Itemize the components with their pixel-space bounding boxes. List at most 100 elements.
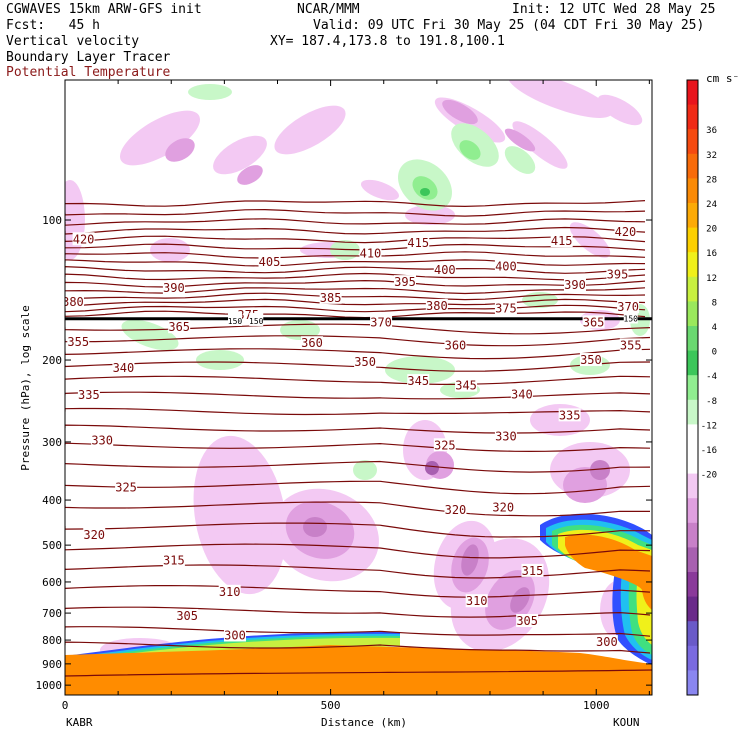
colorbar-swatch xyxy=(687,326,698,352)
theta-label: 305 xyxy=(176,609,198,623)
model-title: CGWAVES 15km ARW-GFS init xyxy=(6,2,202,17)
theta-contour xyxy=(65,259,646,267)
colorbar-label: 16 xyxy=(706,249,717,259)
colorbar-swatch xyxy=(687,596,698,622)
w-contour-area xyxy=(213,135,267,175)
colorbar-label: 28 xyxy=(706,175,717,185)
w-contour-area xyxy=(193,435,287,595)
forecast-hour: Fcst: 45 h xyxy=(6,18,100,33)
colorbar-label: 20 xyxy=(706,225,717,235)
theta-contour xyxy=(65,279,646,288)
colorbar-label: 12 xyxy=(706,274,717,284)
w-contour-area xyxy=(150,238,190,262)
w-contour-area xyxy=(504,146,536,174)
theta-label: 400 xyxy=(434,263,456,277)
theta-label: 405 xyxy=(259,255,281,269)
theta-contour xyxy=(65,298,646,307)
colorbar-swatch xyxy=(687,449,698,475)
theta-label: 345 xyxy=(407,374,429,388)
theta-label: 365 xyxy=(583,315,605,329)
theta-contour xyxy=(65,218,646,226)
y-tick-label: 200 xyxy=(42,354,62,367)
colorbar-swatch xyxy=(687,375,698,401)
theta-label: 420 xyxy=(73,232,95,246)
colorbar-label: 32 xyxy=(706,151,717,161)
w-contour-area xyxy=(165,138,195,162)
theta-contour xyxy=(65,375,651,385)
theta-contour xyxy=(65,391,651,400)
theta-label: 360 xyxy=(301,336,323,350)
theta-contour xyxy=(65,335,651,347)
w-contour-area xyxy=(461,544,479,576)
y-tick-label: 1000 xyxy=(36,679,63,692)
field-boundary-layer-tracer: Boundary Layer Tracer xyxy=(6,50,171,65)
colorbar-label: -20 xyxy=(701,471,717,481)
theta-label: 330 xyxy=(495,429,517,443)
theta-contour xyxy=(65,348,651,360)
theta-contour xyxy=(65,272,646,281)
w-contour-area xyxy=(196,350,244,370)
y-tick-label: 400 xyxy=(42,494,62,507)
colorbar-label: 0 xyxy=(712,348,717,358)
theta-contour xyxy=(65,407,651,416)
y-tick-label: 800 xyxy=(42,634,62,647)
w-contour-area xyxy=(121,319,179,351)
w-contour-area xyxy=(420,188,430,196)
theta-contour xyxy=(65,304,646,313)
colorbar-label: -12 xyxy=(701,421,717,431)
theta-contour xyxy=(65,323,651,335)
w-contour-area xyxy=(508,80,612,118)
colorbar-swatch xyxy=(687,350,698,376)
tracer-layer xyxy=(65,645,652,695)
theta-label: 315 xyxy=(522,564,544,578)
w-contour-area xyxy=(459,140,481,160)
theta-contour xyxy=(65,669,652,677)
y-tick-label: 700 xyxy=(42,607,62,620)
theta-label: 395 xyxy=(394,275,416,289)
colorbar-swatch xyxy=(687,621,698,647)
theta-contour xyxy=(65,460,651,473)
theta-contour xyxy=(65,287,646,295)
theta-contour xyxy=(65,442,651,453)
theta-label: 305 xyxy=(516,614,538,628)
theta-label: 410 xyxy=(360,246,382,260)
theta-label: 300 xyxy=(596,635,618,649)
theta-label: 325 xyxy=(115,481,137,495)
theta-contour xyxy=(65,585,651,598)
colorbar-swatch xyxy=(687,301,698,327)
colorbar-label: 36 xyxy=(706,126,717,136)
theta-label: 340 xyxy=(113,361,135,375)
colorbar-swatch xyxy=(687,670,698,696)
w-contour-area xyxy=(569,222,611,258)
w-contour-area xyxy=(303,517,327,537)
org-label: NCAR/MMM xyxy=(297,2,360,17)
cross-section-endpoints: XY= 187.4,173.8 to 191.8,100.1 xyxy=(270,34,505,49)
colorbar-swatch xyxy=(687,522,698,548)
w-contour-area xyxy=(590,460,610,480)
theta-label: 350 xyxy=(580,353,602,367)
theta-contour xyxy=(65,626,651,637)
theta-label: 360 xyxy=(445,338,467,352)
theta-label: 370 xyxy=(370,315,392,329)
colorbar-swatch xyxy=(687,473,698,499)
w-contour-area xyxy=(512,121,568,169)
y-axis-label: Pressure (hPa), log scale xyxy=(19,305,32,471)
theta-label: 150 xyxy=(228,317,243,326)
w-contour-area xyxy=(442,99,478,125)
theta-contour xyxy=(65,226,646,235)
theta-label: 320 xyxy=(492,500,514,514)
theta-label: 330 xyxy=(91,434,113,448)
theta-label: 380 xyxy=(62,295,84,309)
field-vertical-velocity: Vertical velocity xyxy=(6,34,140,49)
colorbar-swatch xyxy=(687,203,698,229)
colorbar-label: -16 xyxy=(701,446,717,456)
theta-label: 150 xyxy=(624,314,639,323)
w-contour-area xyxy=(188,84,232,100)
theta-label: 320 xyxy=(445,503,467,517)
theta-contour xyxy=(65,200,646,208)
colorbar-label: 8 xyxy=(712,298,717,308)
w-contour-area xyxy=(597,94,643,126)
theta-label: 375 xyxy=(495,302,517,316)
theta-label: 380 xyxy=(426,299,448,313)
theta-contour xyxy=(65,606,651,618)
